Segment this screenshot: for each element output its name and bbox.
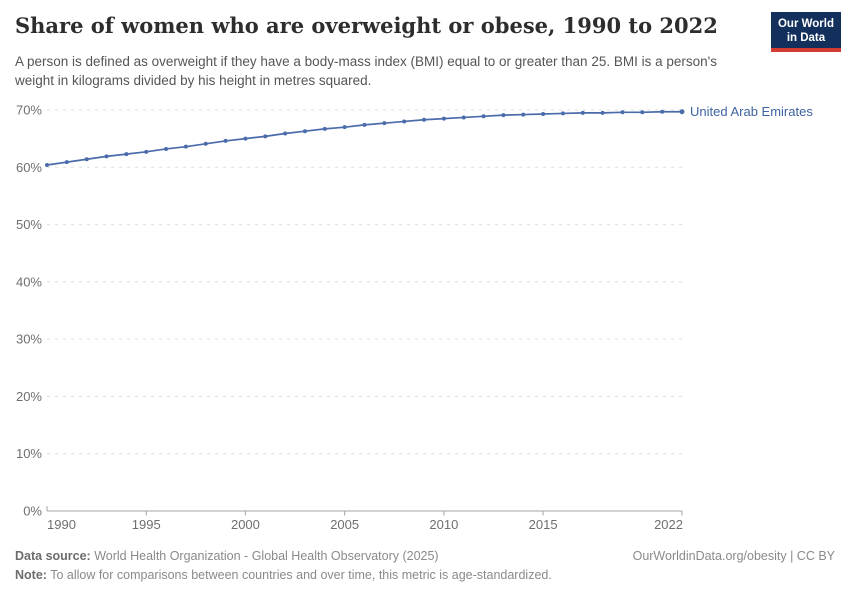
y-axis-tick-label: 30% bbox=[16, 332, 42, 347]
owid-logo: Our World in Data bbox=[770, 12, 841, 52]
y-axis-tick-label: 0% bbox=[23, 504, 42, 519]
data-point bbox=[640, 110, 645, 115]
data-point bbox=[144, 149, 149, 154]
note-label: Note: bbox=[15, 568, 47, 582]
data-point bbox=[164, 146, 169, 151]
data-point bbox=[322, 126, 327, 131]
x-axis-tick-label: 2000 bbox=[231, 517, 260, 532]
data-point bbox=[580, 110, 585, 115]
x-axis-tick-label: 1995 bbox=[132, 517, 161, 532]
data-point bbox=[521, 112, 526, 117]
x-axis-tick-label: 1990 bbox=[47, 517, 76, 532]
license-link[interactable]: OurWorldinData.org/obesity | CC BY bbox=[632, 549, 835, 563]
x-axis-tick-label: 2005 bbox=[330, 517, 359, 532]
x-axis-tick-label: 2010 bbox=[429, 517, 458, 532]
chart-title: Share of women who are overweight or obe… bbox=[15, 13, 718, 38]
logo-line-1: Our World bbox=[777, 18, 834, 30]
data-point bbox=[302, 129, 307, 134]
y-axis-tick-label: 10% bbox=[16, 446, 42, 461]
data-point bbox=[223, 138, 228, 143]
data-point bbox=[441, 116, 446, 121]
data-point bbox=[64, 160, 69, 165]
data-point bbox=[342, 125, 347, 130]
data-point bbox=[600, 110, 605, 115]
data-point bbox=[263, 134, 268, 139]
series-label: United Arab Emirates bbox=[690, 104, 813, 119]
data-point bbox=[362, 122, 367, 127]
data-source-label: Data source: bbox=[15, 549, 91, 563]
data-point bbox=[560, 111, 565, 116]
data-point bbox=[183, 144, 188, 149]
y-axis-tick-label: 40% bbox=[16, 274, 42, 289]
data-point bbox=[84, 157, 89, 162]
y-axis-tick-label: 70% bbox=[16, 103, 42, 118]
data-point bbox=[541, 112, 546, 117]
data-point bbox=[501, 113, 506, 118]
data-point bbox=[104, 154, 109, 159]
logo-line-2: in Data bbox=[786, 32, 826, 44]
data-point bbox=[481, 114, 486, 119]
data-point bbox=[660, 109, 665, 114]
y-axis-tick-label: 20% bbox=[16, 389, 42, 404]
data-point bbox=[461, 115, 466, 120]
data-point bbox=[283, 131, 288, 136]
note-text: To allow for comparisons between countri… bbox=[50, 568, 552, 582]
data-point bbox=[679, 109, 685, 115]
data-point bbox=[124, 152, 129, 157]
note: Note: To allow for comparisons between c… bbox=[15, 567, 835, 583]
data-point bbox=[422, 117, 427, 122]
y-axis-tick-label: 50% bbox=[16, 217, 42, 232]
data-source-text: World Health Organization - Global Healt… bbox=[94, 549, 439, 563]
data-point bbox=[402, 119, 407, 124]
data-point bbox=[45, 162, 49, 167]
data-point bbox=[203, 141, 208, 146]
data-point bbox=[620, 110, 625, 115]
chart-subtitle: A person is defined as overweight if the… bbox=[15, 54, 717, 88]
x-axis-tick-label: 2022 bbox=[654, 517, 683, 532]
x-axis-tick-label: 2015 bbox=[529, 517, 558, 532]
data-point bbox=[243, 136, 248, 141]
y-axis-tick-label: 60% bbox=[16, 160, 42, 175]
series-line bbox=[46, 110, 683, 166]
data-source: Data source: World Health Organization -… bbox=[15, 548, 439, 564]
data-point bbox=[382, 121, 387, 126]
